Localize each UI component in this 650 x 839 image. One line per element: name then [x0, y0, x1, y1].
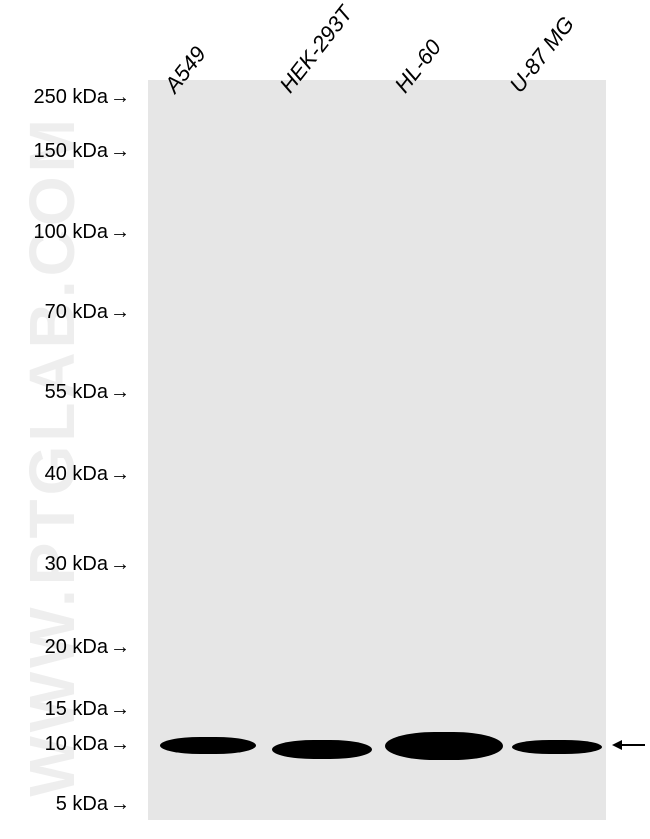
mw-label-text: 20 kDa	[45, 636, 108, 658]
mw-label-text: 5 kDa	[56, 793, 108, 815]
mw-label-55: 55 kDa→	[10, 381, 130, 404]
mw-label-250: 250 kDa→	[10, 86, 130, 109]
arrow-right-icon: →	[110, 698, 130, 720]
arrow-right-icon: →	[110, 86, 130, 108]
mw-label-30: 30 kDa→	[10, 553, 130, 576]
arrow-right-icon: →	[110, 381, 130, 403]
arrow-right-icon: →	[110, 553, 130, 575]
arrow-right-icon: →	[110, 733, 130, 755]
mw-label-text: 150 kDa	[34, 140, 109, 162]
mw-label-10: 10 kDa→	[10, 733, 130, 756]
mw-label-70: 70 kDa→	[10, 301, 130, 324]
band-lane-2	[272, 740, 372, 759]
watermark-text: WWW.PTGLAB.COM	[15, 115, 89, 797]
target-band-arrow	[612, 735, 646, 760]
blot-membrane	[148, 80, 606, 820]
mw-label-text: 40 kDa	[45, 463, 108, 485]
arrow-right-icon: →	[110, 463, 130, 485]
mw-label-text: 15 kDa	[45, 698, 108, 720]
mw-label-text: 100 kDa	[34, 221, 109, 243]
arrow-right-icon: →	[110, 793, 130, 815]
mw-label-5: 5 kDa→	[10, 793, 130, 816]
mw-label-15: 15 kDa→	[10, 698, 130, 721]
band-lane-3	[385, 732, 503, 760]
mw-label-text: 70 kDa	[45, 301, 108, 323]
mw-label-text: 30 kDa	[45, 553, 108, 575]
arrow-right-icon: →	[110, 636, 130, 658]
mw-label-100: 100 kDa→	[10, 221, 130, 244]
blot-figure: WWW.PTGLAB.COM 250 kDa→150 kDa→100 kDa→7…	[0, 0, 650, 839]
band-lane-4	[512, 740, 602, 754]
mw-label-150: 150 kDa→	[10, 140, 130, 163]
arrow-right-icon: →	[110, 301, 130, 323]
mw-label-40: 40 kDa→	[10, 463, 130, 486]
arrow-right-icon: →	[110, 221, 130, 243]
mw-label-text: 55 kDa	[45, 381, 108, 403]
mw-label-20: 20 kDa→	[10, 636, 130, 659]
mw-label-text: 250 kDa	[34, 86, 109, 108]
arrow-right-icon: →	[110, 140, 130, 162]
mw-label-text: 10 kDa	[45, 733, 108, 755]
arrow-left-icon	[612, 735, 646, 755]
band-lane-1	[160, 737, 256, 754]
